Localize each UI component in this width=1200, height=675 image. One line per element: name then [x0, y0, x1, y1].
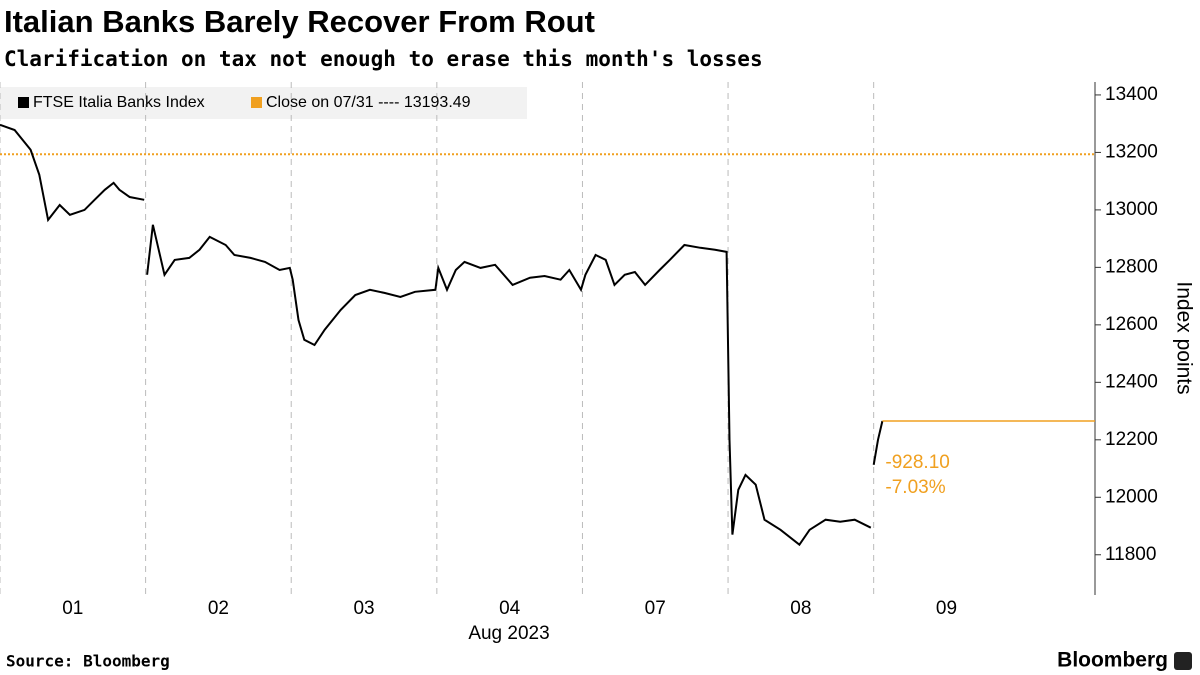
legend-box	[0, 87, 527, 119]
x-tick-label: 07	[645, 598, 666, 619]
x-tick-label: 02	[208, 598, 229, 619]
x-tick-label: 01	[62, 598, 83, 619]
legend-label: FTSE Italia Banks Index	[33, 94, 205, 111]
chart-subtitle: Clarification on tax not enough to erase…	[4, 47, 763, 71]
brand-icon	[1174, 652, 1192, 670]
legend-swatch	[18, 97, 29, 108]
source: Source: Bloomberg	[6, 652, 170, 671]
y-tick-label: 12800	[1105, 256, 1158, 277]
y-tick-label: 12600	[1105, 314, 1158, 335]
legend-label: Close on 07/31 ---- 13193.49	[266, 94, 471, 111]
y-tick-label: 13000	[1105, 199, 1158, 220]
x-tick-label: 04	[499, 598, 521, 619]
chart-title: Italian Banks Barely Recover From Rout	[4, 4, 595, 39]
annotation: -928.10	[885, 452, 949, 473]
x-axis-label: Aug 2023	[468, 623, 549, 644]
annotation: -7.03%	[885, 477, 945, 498]
series-line	[0, 123, 884, 547]
y-tick-label: 13200	[1105, 141, 1158, 162]
brand: Bloomberg	[1057, 649, 1168, 672]
x-tick-label: 09	[936, 598, 957, 619]
x-tick-label: 08	[790, 598, 811, 619]
y-tick-label: 13400	[1105, 84, 1158, 105]
y-tick-label: 12200	[1105, 429, 1158, 450]
x-tick-label: 03	[353, 598, 374, 619]
y-tick-label: 11800	[1105, 544, 1156, 565]
y-tick-label: 12400	[1105, 371, 1158, 392]
y-axis-label: Index points	[1172, 281, 1195, 394]
y-tick-label: 12000	[1105, 486, 1158, 507]
legend-swatch	[251, 97, 262, 108]
